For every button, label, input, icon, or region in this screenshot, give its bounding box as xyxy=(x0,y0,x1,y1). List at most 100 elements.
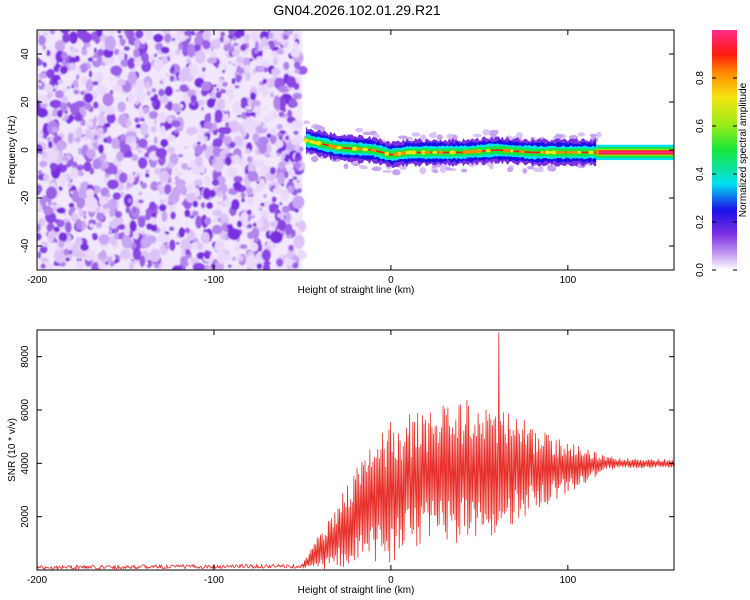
spectrogram-noise-cell xyxy=(176,171,182,177)
spectrogram-noise-cell xyxy=(219,89,227,94)
spectrogram-noise-cell xyxy=(202,40,211,50)
spectrogram-halo-cell xyxy=(446,133,453,139)
spectrogram-noise-cell xyxy=(203,121,213,130)
spectrogram-noise-cell xyxy=(239,157,246,168)
spectrogram-noise-cell xyxy=(144,169,150,174)
spectrogram-halo-cell xyxy=(392,169,401,176)
spectrogram-noise-cell xyxy=(221,70,226,74)
spectrogram-noise-cell xyxy=(75,260,85,269)
spectrogram-y-axis-label: Frequency (Hz) xyxy=(7,116,18,185)
spectrogram-noise-cell xyxy=(127,198,132,204)
spectrogram-noise-cell xyxy=(179,84,190,93)
spectrogram-noise-cell xyxy=(66,176,71,182)
spectrogram-noise-cell xyxy=(54,84,58,90)
spectrogram-noise-cell xyxy=(184,227,190,234)
spectrogram-noise-cell xyxy=(181,44,190,57)
spectrogram-noise-cell xyxy=(252,133,260,143)
spectrogram-noise-cell xyxy=(299,146,304,152)
spectrogram-noise-cell xyxy=(163,33,172,43)
spectrogram-noise-cell xyxy=(57,79,64,85)
spectrogram-noise-cell xyxy=(154,53,158,58)
spectrogram-noise-cell xyxy=(70,51,75,59)
spectrogram-noise-cell xyxy=(55,203,61,209)
spectrogram-noise-cell xyxy=(258,141,268,155)
spectrogram-noise-cell xyxy=(262,78,268,85)
spectrogram-noise-cell xyxy=(127,71,137,85)
spectrogram-noise-cell xyxy=(159,80,163,85)
spectrogram-noise-cell xyxy=(120,133,126,142)
colorbar-tick-label: 0.6 xyxy=(695,119,706,133)
spectrogram-noise-cell xyxy=(138,191,142,196)
spectrogram-noise-cell xyxy=(45,186,58,200)
spectrogram-noise-cell xyxy=(202,187,211,200)
spectrogram-noise-cell xyxy=(59,176,66,187)
spectrogram-halo-cell xyxy=(589,133,598,138)
spectrogram-noise-cell xyxy=(140,51,150,66)
spectrogram-noise-cell xyxy=(191,210,199,217)
spectrogram-noise-cell xyxy=(284,153,290,163)
spectrogram-noise-cell xyxy=(132,207,137,214)
spectrogram-noise-cell xyxy=(103,55,116,65)
spectrogram-noise-cell xyxy=(193,178,203,187)
spectrogram-noise-cell xyxy=(137,149,143,154)
spectrogram-noise-cell xyxy=(154,262,160,268)
spectrogram-noise-cell xyxy=(211,224,223,235)
spectrogram-noise-cell xyxy=(102,92,114,107)
spectrogram-noise-cell xyxy=(195,215,203,229)
spectrogram-noise-cell xyxy=(261,86,269,97)
spectrogram-noise-cell xyxy=(127,93,135,104)
spectrogram-noise-cell xyxy=(164,244,171,250)
spectrogram-noise-cell xyxy=(113,231,119,241)
spectrogram-noise-cell xyxy=(138,138,148,149)
spectrogram-noise-cell xyxy=(277,219,287,231)
spectrogram-noise-cell xyxy=(97,104,104,114)
spectrogram-noise-cell xyxy=(160,125,166,135)
spectrogram-halo-cell xyxy=(527,165,535,170)
spectrogram-noise-cell xyxy=(116,255,121,260)
spectrogram-noise-cell xyxy=(195,50,206,65)
spectrogram-noise-cell xyxy=(204,252,211,260)
spectrogram-noise-cell xyxy=(94,129,97,135)
spectrogram-noise-cell xyxy=(85,78,94,92)
spectrogram-noise-cell xyxy=(76,196,86,209)
snr-x-tick-label: -200 xyxy=(27,575,47,586)
spectrogram-hot-cell xyxy=(503,148,510,153)
spectrogram-noise-cell xyxy=(209,189,216,198)
spectrogram-noise-cell xyxy=(219,36,225,43)
spectrogram-noise-cell xyxy=(106,192,111,198)
spectrogram-noise-cell xyxy=(103,203,110,210)
spectrogram-noise-cell xyxy=(144,252,152,260)
snr-series-line xyxy=(37,332,674,570)
spectrogram-hot-cell xyxy=(373,148,377,153)
spectrogram-halo-cell xyxy=(310,155,319,163)
spectrogram-hot-cell xyxy=(405,151,409,155)
spectrogram-noise-cell xyxy=(37,57,41,67)
spectrogram-noise-cell xyxy=(259,178,266,189)
spectrogram-noise-cell xyxy=(174,129,178,134)
spectrogram-noise-cell xyxy=(260,202,265,207)
colorbar-ticks: 0.0 0.2 0.4 0.6 0.8 xyxy=(695,71,737,277)
spectrogram-noise-cell xyxy=(133,58,143,67)
spectrogram-y-tick-label: 0 xyxy=(20,147,31,153)
spectrogram-noise-cell xyxy=(184,30,192,36)
spectrogram-noise-cell xyxy=(144,173,150,178)
spectrogram-noise-cell xyxy=(171,265,182,270)
spectrogram-noise-cell xyxy=(47,141,53,149)
spectrogram-halo-cell xyxy=(360,165,369,170)
spectrogram-x-tick-label: 100 xyxy=(559,275,576,286)
spectrogram-noise-cell xyxy=(293,181,303,190)
spectrogram-noise-cell xyxy=(159,171,170,183)
spectrogram-noise-cell xyxy=(149,110,158,119)
spectrogram-x-axis-label: Height of straight line (km) xyxy=(298,285,415,296)
spectrogram-tone-track xyxy=(303,120,674,176)
spectrogram-noise-cell xyxy=(257,45,262,52)
spectrogram-noise-cell xyxy=(178,42,183,50)
spectrogram-noise-cell xyxy=(153,58,164,72)
spectrogram-noise-cell xyxy=(269,166,276,175)
spectrogram-noise-cell xyxy=(288,244,294,252)
spectrogram-noise-cell xyxy=(293,41,299,48)
spectrogram-noise-cell xyxy=(234,244,241,252)
spectrogram-noise-cell xyxy=(109,220,118,230)
spectrogram-noise-cell xyxy=(216,191,223,199)
spectrogram-noise-cell xyxy=(42,61,47,68)
